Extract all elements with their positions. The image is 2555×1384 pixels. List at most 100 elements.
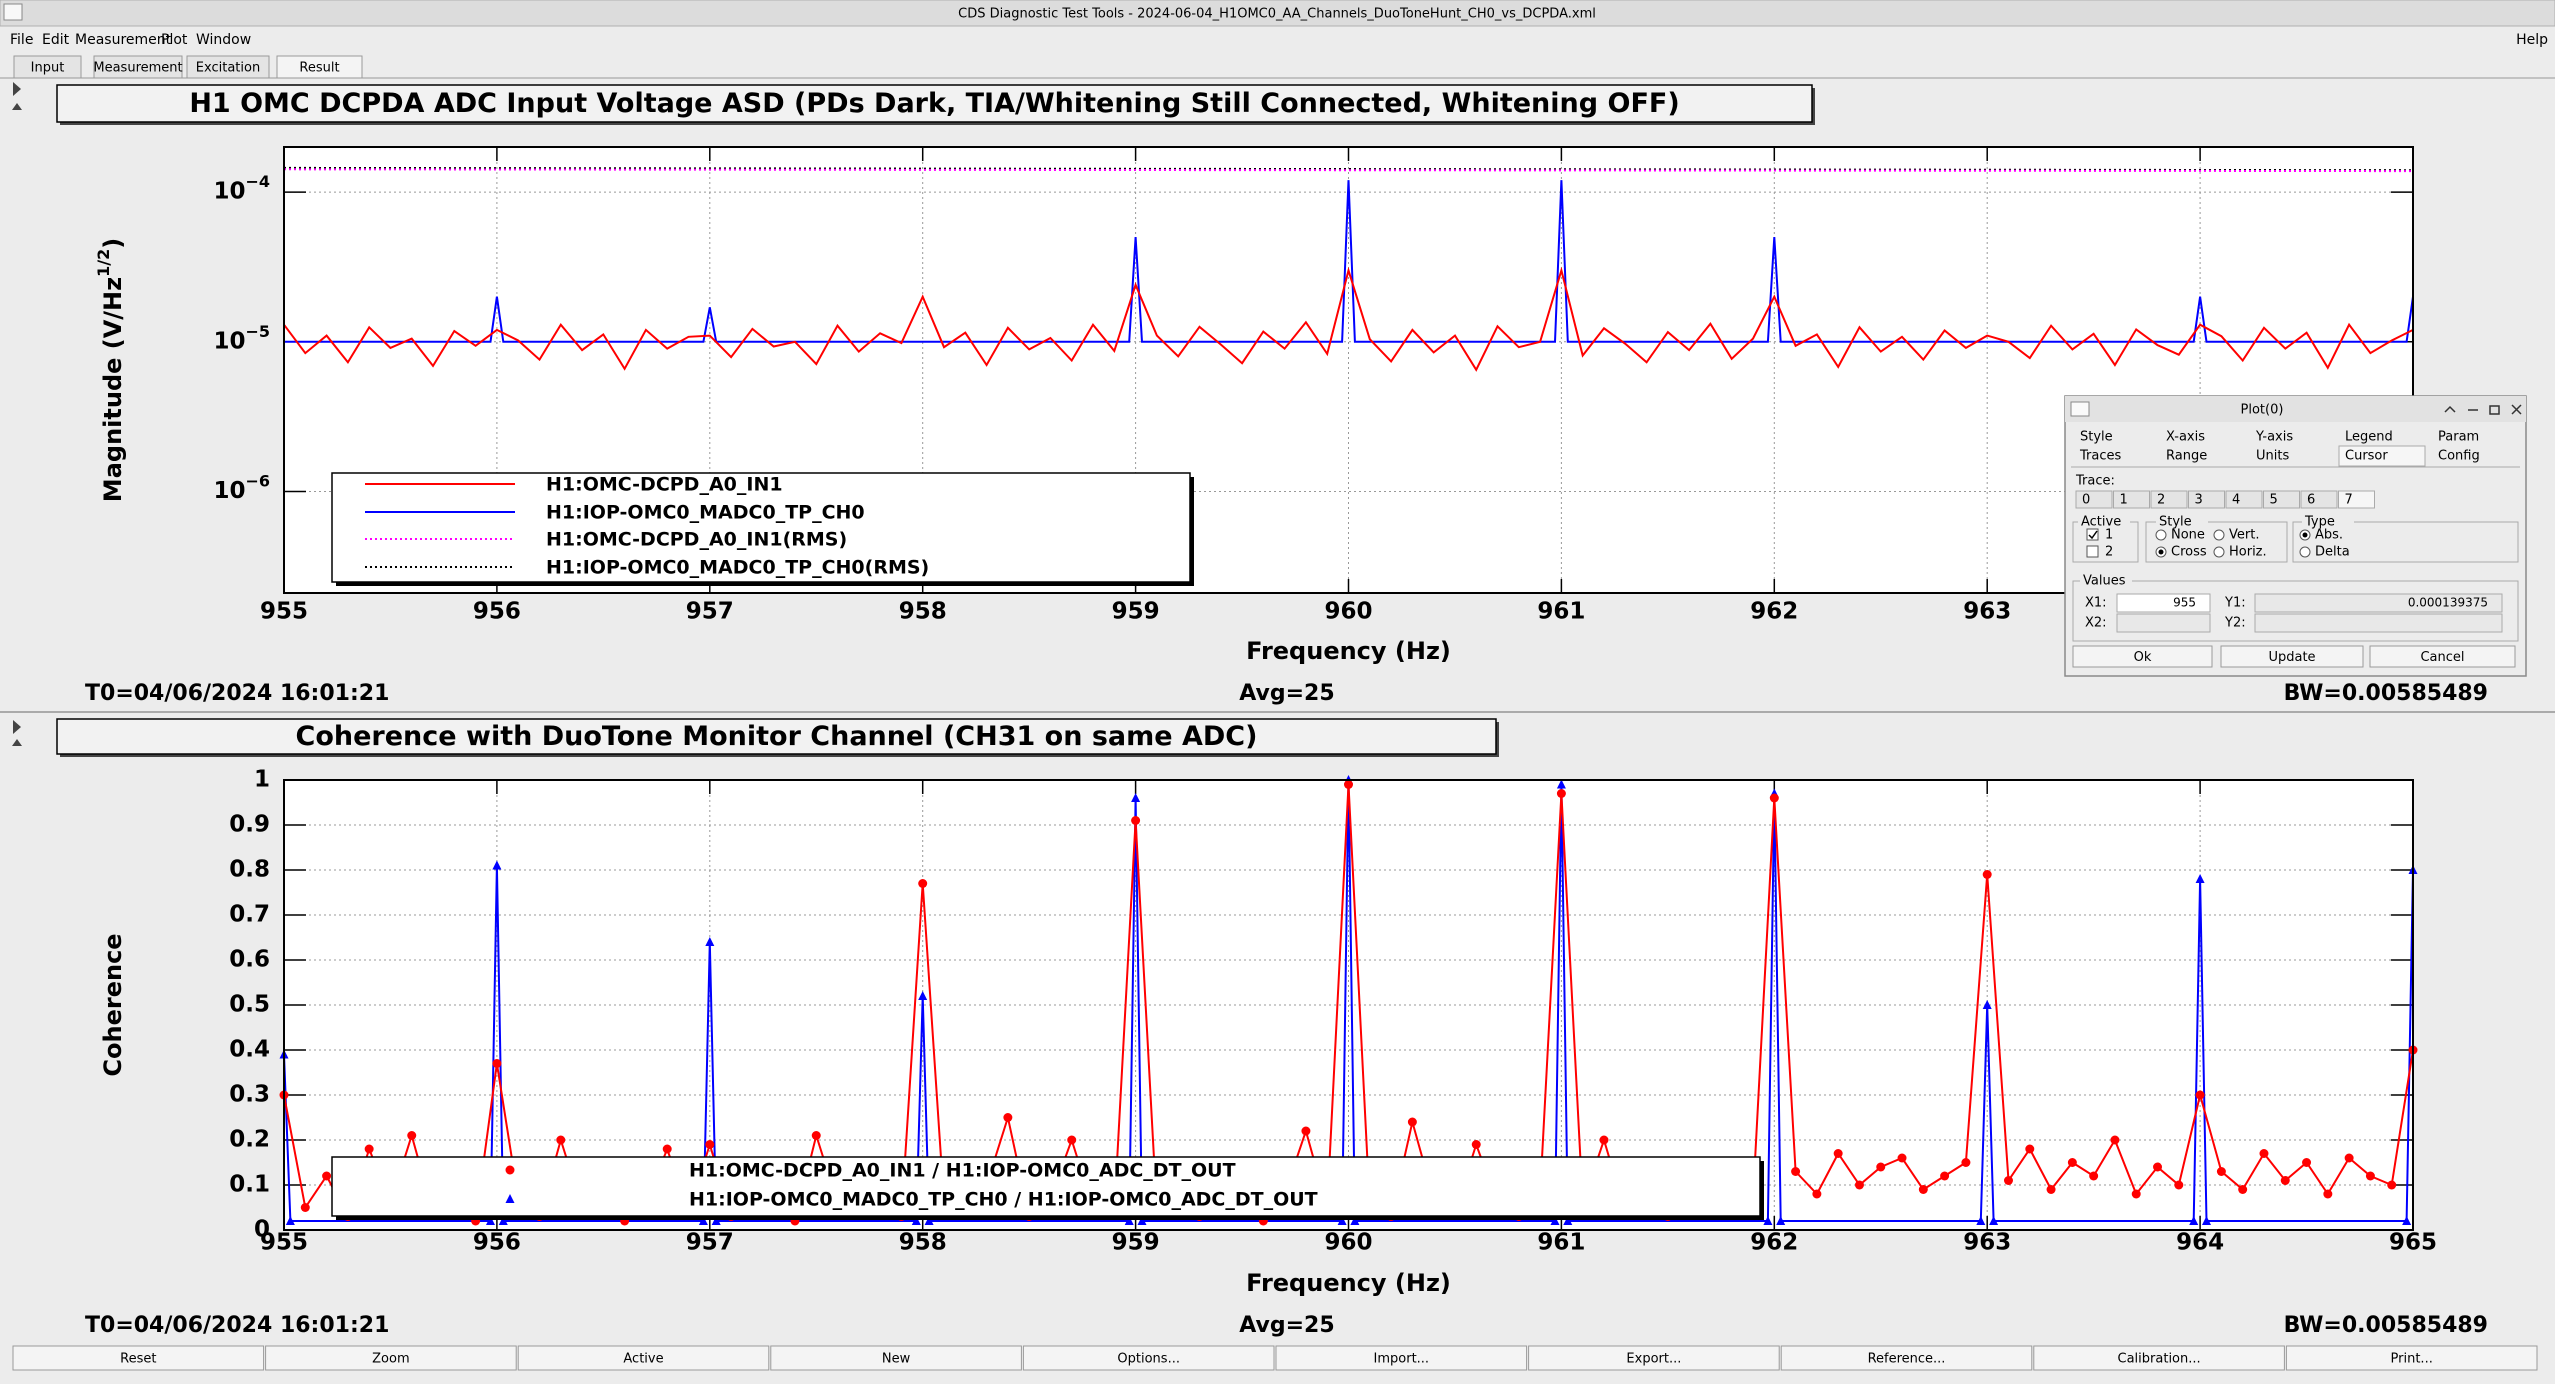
splitter-arrow[interactable]: [12, 739, 22, 746]
toolbar-button-label[interactable]: Reset: [120, 1352, 156, 1367]
dialog-update-face[interactable]: [2220, 645, 2364, 668]
splitter-arrow[interactable]: [13, 82, 21, 96]
tab[interactable]: Excitation: [186, 55, 270, 79]
toolbar-button-face[interactable]: [265, 1345, 517, 1371]
toolbar-button-face[interactable]: [1275, 1345, 1528, 1371]
toolbar-button[interactable]: Active: [517, 1345, 770, 1371]
trace-button-label[interactable]: 3: [2195, 493, 2203, 508]
toolbar-button[interactable]: Import...: [1275, 1345, 1528, 1371]
menu-item[interactable]: File: [10, 32, 33, 48]
field-input[interactable]: [2254, 593, 2503, 613]
toolbar-button-face[interactable]: [1022, 1345, 1275, 1371]
tab[interactable]: Measurement: [93, 55, 183, 79]
checkbox-label[interactable]: 2: [2105, 545, 2113, 560]
radio[interactable]: [2213, 546, 2225, 558]
checkbox[interactable]: [2086, 528, 2099, 541]
dialog-tab[interactable]: Param: [2438, 430, 2479, 445]
trace-button[interactable]: [2075, 490, 2113, 509]
dialog-control[interactable]: [2511, 404, 2522, 415]
toolbar-button-label[interactable]: Print...: [2391, 1352, 2433, 1367]
dialog-tab[interactable]: Style: [2080, 430, 2113, 445]
field-input[interactable]: [2116, 593, 2211, 613]
field-value[interactable]: 0.000139375: [2408, 596, 2488, 610]
toolbar-button[interactable]: New: [770, 1345, 1022, 1371]
trace-button-label[interactable]: 7: [2345, 493, 2353, 508]
trace-button-label[interactable]: 2: [2157, 493, 2165, 508]
tab[interactable]: Result: [276, 55, 363, 79]
dialog-ok[interactable]: Ok: [2072, 645, 2213, 668]
dialog-tab[interactable]: Y-axis: [2255, 430, 2293, 445]
trace-button-label[interactable]: 4: [2232, 493, 2240, 508]
dialog-tab[interactable]: Config: [2438, 449, 2480, 464]
trace-button[interactable]: [2263, 490, 2300, 509]
radio-label[interactable]: Cross: [2171, 545, 2207, 560]
toolbar-button-label[interactable]: New: [882, 1352, 911, 1367]
radio-label[interactable]: None: [2171, 528, 2205, 543]
trace-button-label[interactable]: 0: [2082, 493, 2090, 508]
trace-button-label[interactable]: 5: [2270, 493, 2278, 508]
dialog-tab-active[interactable]: [2338, 445, 2426, 467]
radio-label[interactable]: Horiz.: [2229, 545, 2267, 560]
tab-label[interactable]: Result: [299, 61, 339, 76]
menu-help[interactable]: Help: [2516, 32, 2548, 48]
trace-button-label[interactable]: 6: [2307, 493, 2315, 508]
menu-item[interactable]: Plot: [161, 32, 188, 48]
toolbar-button-face[interactable]: [2033, 1345, 2285, 1371]
dialog-tab[interactable]: Cursor: [2345, 449, 2388, 464]
dialog-ok-label[interactable]: Ok: [2134, 650, 2152, 665]
radio-label[interactable]: Abs.: [2315, 528, 2343, 543]
toolbar-button-face[interactable]: [1528, 1345, 1780, 1371]
toolbar-button-face[interactable]: [2285, 1345, 2538, 1371]
splitter-arrow[interactable]: [13, 720, 21, 734]
radio-label[interactable]: Delta: [2315, 545, 2350, 560]
radio[interactable]: [2155, 529, 2167, 541]
menu-item[interactable]: Window: [196, 32, 251, 48]
dialog-ok-face[interactable]: [2072, 645, 2213, 668]
dialog-update[interactable]: Update: [2220, 645, 2364, 668]
toolbar-button-label[interactable]: Import...: [1374, 1352, 1430, 1367]
dialog-control[interactable]: [2489, 405, 2500, 415]
trace-button[interactable]: [2338, 490, 2375, 509]
toolbar-button-face[interactable]: [1780, 1345, 2033, 1371]
dialog-tab[interactable]: Range: [2166, 449, 2207, 464]
dialog-tab[interactable]: X-axis: [2166, 430, 2205, 445]
checkbox-label[interactable]: 1: [2105, 528, 2113, 543]
tab-label[interactable]: Excitation: [196, 61, 260, 76]
dialog-tab[interactable]: Units: [2256, 449, 2289, 464]
field-value[interactable]: 955: [2173, 596, 2196, 610]
tab[interactable]: Input: [13, 55, 82, 79]
tab-label[interactable]: Input: [31, 61, 65, 76]
toolbar-button[interactable]: Calibration...: [2033, 1345, 2285, 1371]
trace-button[interactable]: [2113, 490, 2150, 509]
toolbar-button-label[interactable]: Zoom: [372, 1352, 409, 1367]
toolbar-button-label[interactable]: Options...: [1117, 1352, 1180, 1367]
trace-button-label[interactable]: 1: [2120, 493, 2128, 508]
trace-button[interactable]: [2225, 490, 2263, 509]
radio[interactable]: [2213, 529, 2225, 541]
toolbar-button-label[interactable]: Active: [623, 1352, 663, 1367]
toolbar-button[interactable]: Reset: [12, 1345, 265, 1371]
radio-label[interactable]: Vert.: [2229, 528, 2259, 543]
toolbar-button-face[interactable]: [770, 1345, 1022, 1371]
dialog-cancel-label[interactable]: Cancel: [2420, 650, 2464, 665]
dialog-tab[interactable]: Traces: [2079, 449, 2121, 464]
dialog-cancel-face[interactable]: [2369, 645, 2516, 668]
checkbox[interactable]: [2086, 545, 2099, 558]
trace-button[interactable]: [2300, 490, 2338, 509]
splitter-arrow[interactable]: [12, 103, 22, 110]
toolbar-button-face[interactable]: [517, 1345, 770, 1371]
toolbar-button-face[interactable]: [12, 1345, 265, 1371]
toolbar-button-label[interactable]: Calibration...: [2118, 1352, 2201, 1367]
dialog-tab[interactable]: Legend: [2345, 430, 2393, 445]
toolbar-button[interactable]: Zoom: [265, 1345, 517, 1371]
menu-item[interactable]: Measurement: [75, 32, 172, 48]
tab-label[interactable]: Measurement: [93, 61, 182, 76]
toolbar-button[interactable]: Export...: [1528, 1345, 1780, 1371]
trace-button[interactable]: [2188, 490, 2225, 509]
radio[interactable]: [2299, 546, 2311, 558]
toolbar-button-label[interactable]: Reference...: [1868, 1352, 1946, 1367]
toolbar-button[interactable]: Reference...: [1780, 1345, 2033, 1371]
field-input[interactable]: [2116, 613, 2211, 633]
dialog-update-label[interactable]: Update: [2268, 650, 2315, 665]
dialog-cancel[interactable]: Cancel: [2369, 645, 2516, 668]
